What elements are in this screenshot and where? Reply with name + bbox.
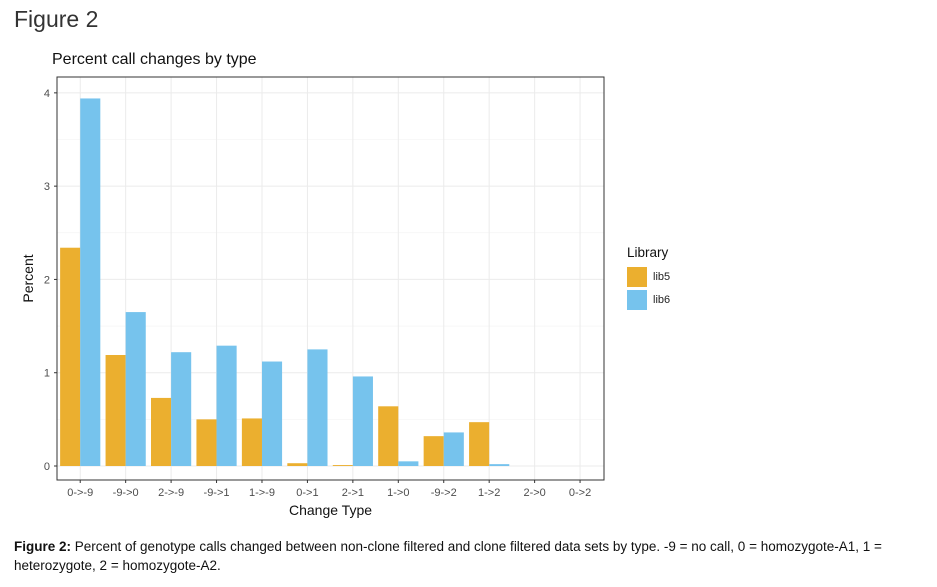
- bar-lib5-2: [151, 397, 172, 467]
- figure-caption: Figure 2: Percent of genotype calls chan…: [14, 537, 924, 575]
- legend-item-lib6: lib6: [627, 288, 670, 311]
- bar-lib6-4: [261, 361, 283, 467]
- x-tick-label: 0->1: [296, 487, 318, 499]
- bar-lib6-5: [307, 349, 328, 467]
- bar-lib6-3: [216, 345, 237, 467]
- y-tick-label: 4: [44, 88, 50, 100]
- bar-lib5-7: [378, 406, 399, 467]
- caption-text: Percent of genotype calls changed betwee…: [14, 539, 882, 573]
- bar-lib5-3: [196, 419, 217, 467]
- x-tick-label: 2->0: [523, 487, 545, 499]
- plot-panel: [57, 77, 604, 480]
- figure-heading: Figure 2: [14, 6, 99, 32]
- caption-label: Figure 2:: [14, 539, 72, 554]
- bar-lib6-6: [352, 376, 373, 467]
- x-tick-label: 0->-9: [67, 487, 93, 499]
- bar-lib5-4: [241, 418, 262, 467]
- x-tick-label: 2->-9: [158, 487, 184, 499]
- bar-lib6-7: [398, 461, 419, 467]
- x-tick-label: -9->0: [113, 487, 139, 499]
- legend-key-lib5: [627, 266, 647, 287]
- x-tick-label: -9->1: [204, 487, 230, 499]
- bar-lib6-9: [489, 464, 510, 467]
- bar-lib6-2: [171, 352, 192, 467]
- bar-lib6-1: [125, 312, 146, 467]
- x-tick-label: 2->1: [342, 487, 364, 499]
- y-tick-label: 2: [44, 274, 50, 286]
- x-tick-label: 1->-9: [249, 487, 275, 499]
- panel-border: [56, 76, 605, 481]
- bar-lib6-8: [443, 432, 464, 467]
- x-axis-title: Change Type: [289, 502, 372, 518]
- legend-title: Library: [627, 245, 669, 260]
- chart-title: Percent call changes by type: [52, 51, 257, 68]
- legend-item-lib5: lib5: [627, 265, 670, 288]
- legend-label-lib6: lib6: [653, 293, 671, 306]
- x-tick-label: 0->2: [569, 487, 591, 499]
- x-tick-label: -9->2: [431, 487, 457, 499]
- bar-lib6-0: [80, 98, 101, 467]
- legend: Library lib5 lib6: [627, 245, 670, 311]
- x-tick-label: 1->0: [387, 487, 409, 499]
- x-tick-label: 1->2: [478, 487, 500, 499]
- bar-lib5-0: [60, 247, 81, 467]
- bar-chart: 0 1 2 3 4 0->-9 -9->0 2->-9 -9->1 1->-9 0->1 2->1 1-…: [20, 76, 605, 518]
- bar-lib5-6: [332, 465, 353, 467]
- y-tick-label: 0: [44, 461, 50, 473]
- legend-label-lib5: lib5: [653, 270, 671, 283]
- y-tick-label: 1: [44, 368, 50, 380]
- legend-key-lib6: [627, 289, 647, 310]
- y-axis-title: Percent: [20, 254, 36, 302]
- bar-lib5-1: [105, 354, 126, 467]
- bar-lib5-9: [469, 422, 490, 467]
- y-tick-label: 3: [44, 181, 50, 193]
- bar-lib5-5: [287, 463, 308, 467]
- bar-lib5-8: [423, 436, 444, 467]
